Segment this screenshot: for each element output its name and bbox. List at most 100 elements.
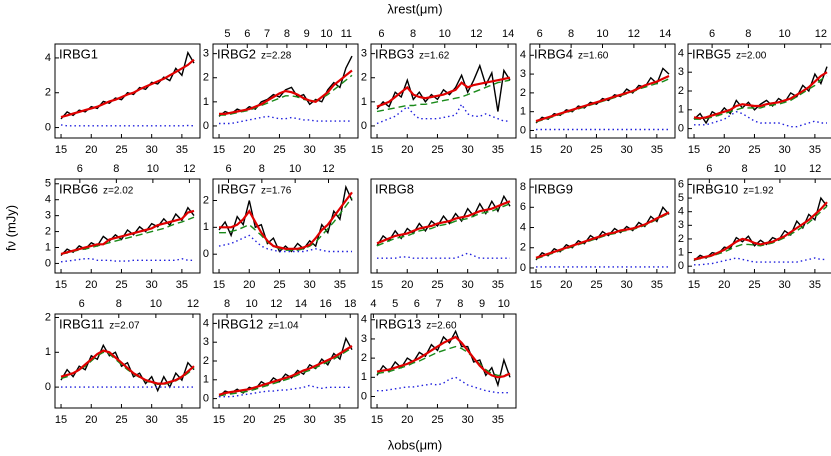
- y-tick-label: 3: [361, 333, 367, 345]
- x2-tick-label: 10: [147, 163, 159, 175]
- spectrum-line: [219, 69, 353, 115]
- redshift-label: z=2.28: [261, 51, 292, 62]
- x-tick-label: 20: [85, 279, 97, 291]
- x2-tick-label: 14: [295, 298, 307, 310]
- x2-tick-label: 18: [344, 298, 356, 310]
- y-tick-label: 0: [678, 260, 684, 272]
- spectrum-line: [376, 102, 510, 125]
- x-tick-label: 30: [146, 414, 158, 426]
- y-tick-label: 4: [203, 317, 209, 329]
- x-tick-label: 20: [401, 144, 413, 156]
- y-tick-label: 3: [203, 336, 209, 348]
- plot-area: [693, 196, 828, 266]
- spectrum-line: [376, 203, 511, 247]
- x-tick-label: 35: [334, 279, 346, 291]
- x-tick-label: 15: [688, 144, 700, 156]
- x-tick-label: 15: [213, 279, 225, 291]
- x-tick-label: 25: [273, 279, 285, 291]
- x2-tick-label: 6: [77, 163, 83, 175]
- y-tick-label: 1: [203, 221, 209, 233]
- x-tick-label: 25: [431, 414, 443, 426]
- x-tick-label: 35: [651, 279, 663, 291]
- x-tick-label: 20: [560, 144, 572, 156]
- x-tick-label: 25: [748, 144, 760, 156]
- x2-tick-label: 10: [150, 298, 162, 310]
- plot-area: [535, 205, 670, 268]
- x-tick-label: 30: [304, 279, 316, 291]
- x2-tick-label: 10: [498, 298, 510, 310]
- y-tick-label: 1: [361, 371, 367, 383]
- x2-tick-label: 10: [289, 163, 301, 175]
- spectrum-line: [60, 349, 195, 385]
- plot-area: [376, 63, 511, 125]
- x2-tick-label: 14: [659, 28, 671, 40]
- x2-tick-label: 8: [284, 28, 290, 40]
- y-tick-label: 0: [203, 120, 209, 132]
- panel-title: IRBG1: [59, 46, 98, 61]
- spectrum-line: [218, 336, 353, 398]
- x-tick-label: 15: [530, 144, 542, 156]
- y-axis-label: fν (mJy): [3, 205, 18, 251]
- x2-tick-label: 10: [778, 28, 790, 40]
- spectrum-line: [218, 345, 353, 396]
- x2-tick-label: 6: [414, 298, 420, 310]
- redshift-label: z=1.60: [578, 51, 609, 62]
- spectrum-line: [60, 58, 195, 119]
- panel-frame: [370, 313, 517, 409]
- panel-title: IRBG10: [692, 181, 738, 196]
- y-tick-label: 3: [678, 219, 684, 231]
- panel-title: IRBG3: [375, 46, 414, 61]
- plot-area: [60, 206, 195, 263]
- x-tick-label: 35: [492, 414, 504, 426]
- panel-frame: [54, 43, 201, 139]
- x-tick-label: 30: [146, 144, 158, 156]
- x-tick-label: 15: [371, 414, 383, 426]
- x-tick-label: 15: [371, 144, 383, 156]
- panel-title: IRBG7: [217, 181, 256, 196]
- y-tick-label: 0: [678, 123, 684, 135]
- x-tick-label: 15: [55, 144, 67, 156]
- x-tick-label: 35: [334, 414, 346, 426]
- y-tick-label: 2: [361, 352, 367, 364]
- y-tick-label: 5: [678, 192, 684, 204]
- y-tick-label: 2: [203, 355, 209, 367]
- spectrum-line: [693, 71, 828, 120]
- redshift-label: z=1.76: [261, 186, 292, 197]
- x2-tick-label: 6: [225, 163, 231, 175]
- y-tick-label: 1: [45, 241, 51, 253]
- x-tick-label: 15: [530, 279, 542, 291]
- x2-tick-label: 12: [470, 28, 482, 40]
- x2-tick-label: 12: [815, 28, 827, 40]
- spectrum-line: [693, 205, 828, 261]
- panel-frame: [687, 43, 831, 139]
- panel-title: IRBG9: [534, 181, 573, 196]
- spectrum-line: [60, 343, 195, 393]
- plot-area: [218, 184, 353, 253]
- y-tick-label: 1: [678, 246, 684, 258]
- x2-tick-label: 6: [709, 28, 715, 40]
- x2-tick-label: 10: [774, 163, 786, 175]
- plot-area: [218, 55, 353, 125]
- spectrum-line: [694, 110, 827, 128]
- y-tick-label: 0: [361, 390, 367, 402]
- y-tick-label: 1: [203, 96, 209, 108]
- spectrum-line: [376, 200, 511, 245]
- x-tick-label: 15: [55, 414, 67, 426]
- redshift-label: z=1.04: [268, 321, 299, 332]
- x-tick-label: 35: [492, 279, 504, 291]
- x-tick-label: 30: [621, 279, 633, 291]
- y-tick-label: 1: [678, 104, 684, 116]
- y-tick-label: 2: [45, 225, 51, 237]
- spectrum-line: [376, 345, 511, 377]
- x2-tick-label: 4: [370, 298, 376, 310]
- y-tick-label: 0: [361, 120, 367, 132]
- x-tick-label: 25: [590, 144, 602, 156]
- y-tick-label: 5: [45, 178, 51, 190]
- redshift-label: z=1.62: [419, 51, 450, 62]
- y-tick-label: 0: [45, 121, 51, 133]
- x-tick-label: 25: [748, 279, 760, 291]
- x-tick-label: 15: [371, 279, 383, 291]
- y-tick-label: 2: [520, 87, 526, 99]
- x-tick-label: 35: [176, 144, 188, 156]
- panel-frame: [687, 178, 831, 274]
